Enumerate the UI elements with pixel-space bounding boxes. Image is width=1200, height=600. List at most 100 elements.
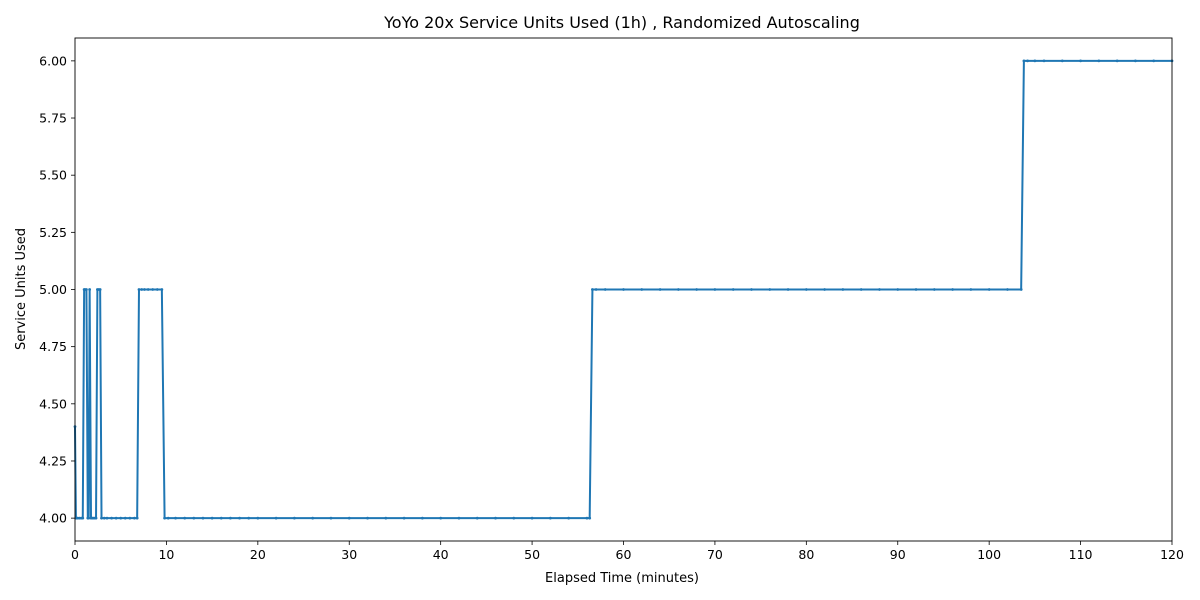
x-tick-label: 70 — [707, 547, 723, 562]
data-point — [146, 288, 150, 291]
y-tick-label: 4.50 — [39, 396, 67, 411]
data-point — [567, 516, 571, 520]
data-point — [238, 516, 241, 520]
data-point — [133, 516, 136, 520]
data-point — [1022, 59, 1026, 63]
data-point — [128, 516, 132, 520]
data-point — [475, 516, 479, 520]
data-point — [151, 288, 155, 291]
x-tick-label: 20 — [250, 547, 266, 562]
data-point — [160, 288, 164, 291]
x-tick-label: 30 — [341, 547, 357, 562]
x-axis-ticks: 0 10 20 30 40 50 60 70 80 90 100 110 120 — [71, 541, 1184, 562]
y-tick-label: 4.00 — [39, 511, 67, 526]
data-point — [219, 516, 223, 520]
chart-title: YoYo 20x Service Units Used (1h) , Rando… — [383, 13, 860, 32]
data-point — [823, 288, 827, 291]
data-point — [135, 516, 139, 520]
data-point — [143, 288, 146, 291]
x-axis-label: Elapsed Time (minutes) — [545, 571, 699, 586]
data-point — [1006, 288, 1009, 291]
data-point — [548, 516, 552, 520]
y-tick-label: 5.50 — [39, 168, 67, 183]
data-point — [878, 288, 881, 291]
data-point — [155, 288, 159, 291]
data-point — [347, 516, 351, 520]
data-point — [110, 516, 113, 520]
series-layer — [73, 59, 1174, 520]
y-tick-label: 4.75 — [39, 339, 67, 354]
data-point — [210, 516, 214, 520]
data-point — [81, 516, 85, 520]
series-line — [74, 59, 1172, 520]
data-point — [366, 516, 369, 520]
data-point — [163, 516, 166, 520]
data-point — [914, 288, 918, 291]
y-tick-label: 5.25 — [39, 225, 67, 240]
data-point — [987, 288, 991, 291]
x-tick-label: 40 — [433, 547, 449, 562]
data-point — [594, 288, 598, 291]
data-point — [229, 516, 232, 520]
data-point — [166, 516, 170, 520]
data-point — [457, 516, 461, 520]
data-point — [140, 288, 144, 291]
x-tick-label: 60 — [616, 547, 632, 562]
data-point — [98, 288, 102, 291]
data-point — [494, 516, 497, 520]
data-point — [402, 516, 406, 520]
data-point — [786, 288, 790, 291]
data-point — [603, 288, 607, 291]
data-point — [123, 516, 127, 520]
data-point — [768, 288, 772, 291]
x-tick-label: 10 — [158, 547, 174, 562]
y-tick-label: 5.00 — [39, 282, 67, 297]
data-point — [137, 288, 141, 291]
data-point — [713, 288, 717, 291]
y-axis-label: Service Units Used — [14, 228, 29, 350]
data-point — [512, 516, 516, 520]
data-point — [530, 516, 534, 520]
x-tick-label: 50 — [524, 547, 540, 562]
data-point — [1019, 288, 1023, 291]
data-point — [105, 516, 109, 520]
data-point — [88, 288, 92, 291]
data-point — [94, 516, 98, 520]
data-point — [420, 516, 424, 520]
x-tick-label: 90 — [890, 547, 906, 562]
data-point — [1134, 59, 1137, 63]
data-point — [1060, 59, 1064, 63]
data-point — [100, 516, 103, 520]
y-tick-label: 4.25 — [39, 453, 67, 468]
x-tick-label: 0 — [71, 547, 79, 562]
data-point — [969, 288, 973, 291]
data-point — [1042, 59, 1046, 63]
y-tick-label: 6.00 — [39, 53, 67, 68]
data-point — [119, 516, 123, 520]
data-point — [329, 516, 333, 520]
data-point — [247, 516, 251, 520]
data-point — [804, 288, 808, 291]
data-point — [588, 516, 592, 520]
data-point — [1079, 59, 1082, 63]
y-axis-ticks: 4.00 4.25 4.50 4.75 5.00 5.25 5.50 5.75 6.00 — [39, 53, 75, 526]
data-point — [841, 288, 845, 291]
data-point — [731, 288, 735, 291]
data-point — [951, 288, 954, 291]
data-point — [695, 288, 699, 291]
data-point — [1097, 59, 1101, 63]
data-point — [1152, 59, 1156, 63]
data-point — [192, 516, 196, 520]
data-point — [1115, 59, 1119, 63]
data-point — [274, 516, 278, 520]
data-point — [658, 288, 662, 291]
data-point — [585, 516, 589, 520]
data-point — [591, 288, 594, 291]
data-point — [384, 516, 388, 520]
data-point — [750, 288, 753, 291]
data-point — [859, 288, 863, 291]
data-point — [1033, 59, 1037, 63]
data-point — [183, 516, 187, 520]
data-point — [293, 516, 296, 520]
